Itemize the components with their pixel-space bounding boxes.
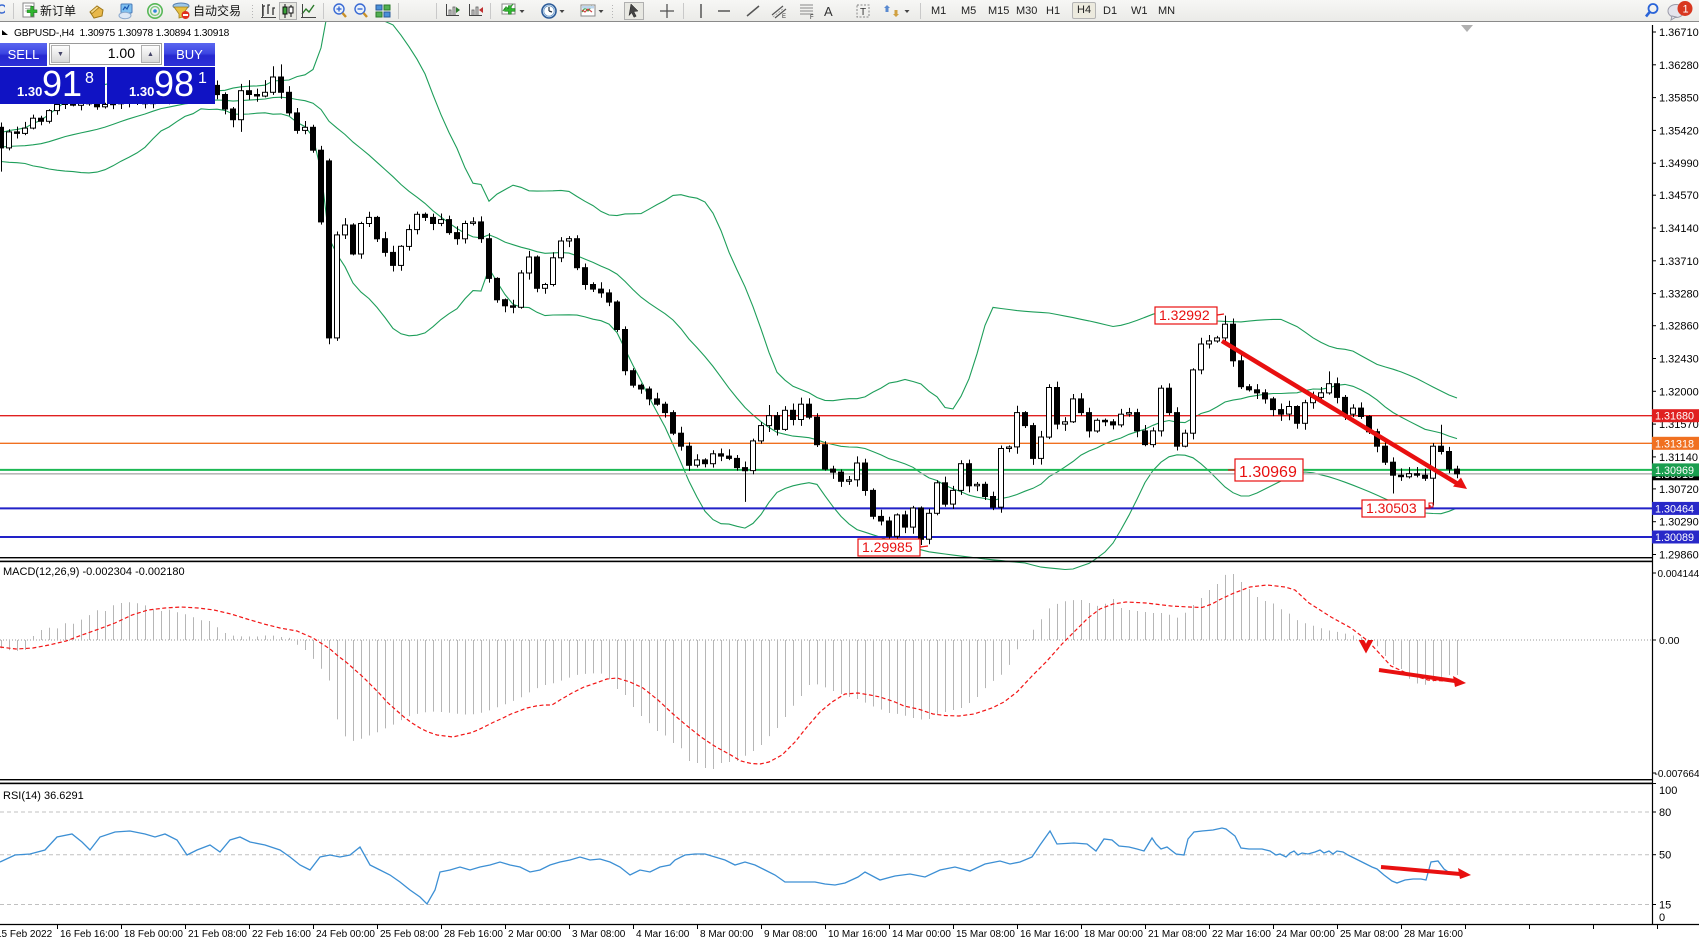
svg-text:1.36280: 1.36280 (1659, 60, 1699, 72)
svg-text:F: F (810, 15, 814, 20)
svg-text:21 Feb 08:00: 21 Feb 08:00 (188, 929, 247, 940)
svg-text:1: 1 (1683, 4, 1689, 16)
svg-text:15: 15 (1659, 900, 1671, 912)
svg-text:E: E (782, 14, 786, 20)
svg-text:4 Mar 16:00: 4 Mar 16:00 (636, 929, 690, 940)
svg-text:1.31140: 1.31140 (1659, 452, 1698, 464)
svg-text:25 Feb 08:00: 25 Feb 08:00 (380, 929, 439, 940)
svg-text:1.31680: 1.31680 (1655, 411, 1694, 423)
svg-text:100: 100 (1659, 785, 1677, 797)
svg-text:1.30290: 1.30290 (1659, 517, 1699, 529)
svg-text:1.34570: 1.34570 (1659, 190, 1699, 202)
svg-text:24 Feb 00:00: 24 Feb 00:00 (316, 929, 375, 940)
svg-text:MACD(12,26,9) -0.002304 -0.002: MACD(12,26,9) -0.002304 -0.002180 (3, 566, 185, 578)
svg-text:1.30969: 1.30969 (1239, 464, 1297, 481)
svg-text:16 Feb 16:00: 16 Feb 16:00 (60, 929, 119, 940)
svg-text:9 Mar 08:00: 9 Mar 08:00 (764, 929, 818, 940)
svg-text:1.32000: 1.32000 (1659, 386, 1699, 398)
svg-text:1.35420: 1.35420 (1659, 125, 1699, 137)
svg-text:22 Feb 16:00: 22 Feb 16:00 (252, 929, 311, 940)
svg-text:22 Mar 16:00: 22 Mar 16:00 (1212, 929, 1271, 940)
svg-text:14 Mar 00:00: 14 Mar 00:00 (892, 929, 951, 940)
svg-text:1.30720: 1.30720 (1659, 484, 1699, 496)
svg-text:RSI(14) 36.6291: RSI(14) 36.6291 (3, 790, 84, 802)
svg-text:10 Mar 16:00: 10 Mar 16:00 (828, 929, 887, 940)
svg-text:1.32860: 1.32860 (1659, 321, 1699, 333)
svg-text:3 Mar 08:00: 3 Mar 08:00 (572, 929, 626, 940)
svg-text:80: 80 (1659, 807, 1671, 819)
svg-text:16 Mar 16:00: 16 Mar 16:00 (1020, 929, 1079, 940)
svg-text:1.31318: 1.31318 (1655, 438, 1694, 450)
svg-text:50: 50 (1659, 850, 1671, 862)
svg-text:1.32430: 1.32430 (1659, 354, 1699, 366)
svg-text:1.30464: 1.30464 (1655, 503, 1694, 515)
svg-text:1.33280: 1.33280 (1659, 289, 1699, 301)
svg-text:1.34140: 1.34140 (1659, 223, 1699, 235)
svg-text:21 Mar 08:00: 21 Mar 08:00 (1148, 929, 1207, 940)
svg-text:1.29985: 1.29985 (862, 539, 913, 555)
svg-text:-0.007664: -0.007664 (1655, 769, 1699, 780)
svg-text:0.00: 0.00 (1659, 635, 1680, 647)
svg-text:28 Feb 16:00: 28 Feb 16:00 (444, 929, 503, 940)
svg-text:1.29860: 1.29860 (1659, 550, 1699, 562)
svg-text:2 Mar 00:00: 2 Mar 00:00 (508, 929, 562, 940)
svg-text:1.30969: 1.30969 (1655, 465, 1694, 477)
svg-text:15 Feb 2022: 15 Feb 2022 (0, 929, 53, 940)
svg-text:1.30089: 1.30089 (1655, 532, 1694, 544)
svg-text:1.36710: 1.36710 (1659, 27, 1699, 39)
svg-text:GBPUSD-,H4 1.30975 1.30978 1.: GBPUSD-,H4 1.30975 1.30978 1.30894 1.309… (14, 28, 230, 39)
svg-text:1.30503: 1.30503 (1366, 500, 1417, 516)
svg-text:25 Mar 08:00: 25 Mar 08:00 (1340, 929, 1399, 940)
svg-text:8 Mar 00:00: 8 Mar 00:00 (700, 929, 754, 940)
svg-text:24 Mar 00:00: 24 Mar 00:00 (1276, 929, 1335, 940)
svg-text:0: 0 (1659, 912, 1665, 924)
svg-text:0.004144: 0.004144 (1658, 569, 1699, 580)
svg-text:1.32992: 1.32992 (1159, 307, 1210, 323)
svg-text:15 Mar 08:00: 15 Mar 08:00 (956, 929, 1015, 940)
svg-text:18 Feb 00:00: 18 Feb 00:00 (124, 929, 183, 940)
svg-text:28 Mar 16:00: 28 Mar 16:00 (1404, 929, 1463, 940)
svg-text:1.34990: 1.34990 (1659, 158, 1699, 170)
svg-text:18 Mar 00:00: 18 Mar 00:00 (1084, 929, 1143, 940)
svg-text:1.33710: 1.33710 (1659, 256, 1699, 268)
svg-text:1.35850: 1.35850 (1659, 93, 1699, 105)
svg-text:T: T (860, 7, 866, 18)
